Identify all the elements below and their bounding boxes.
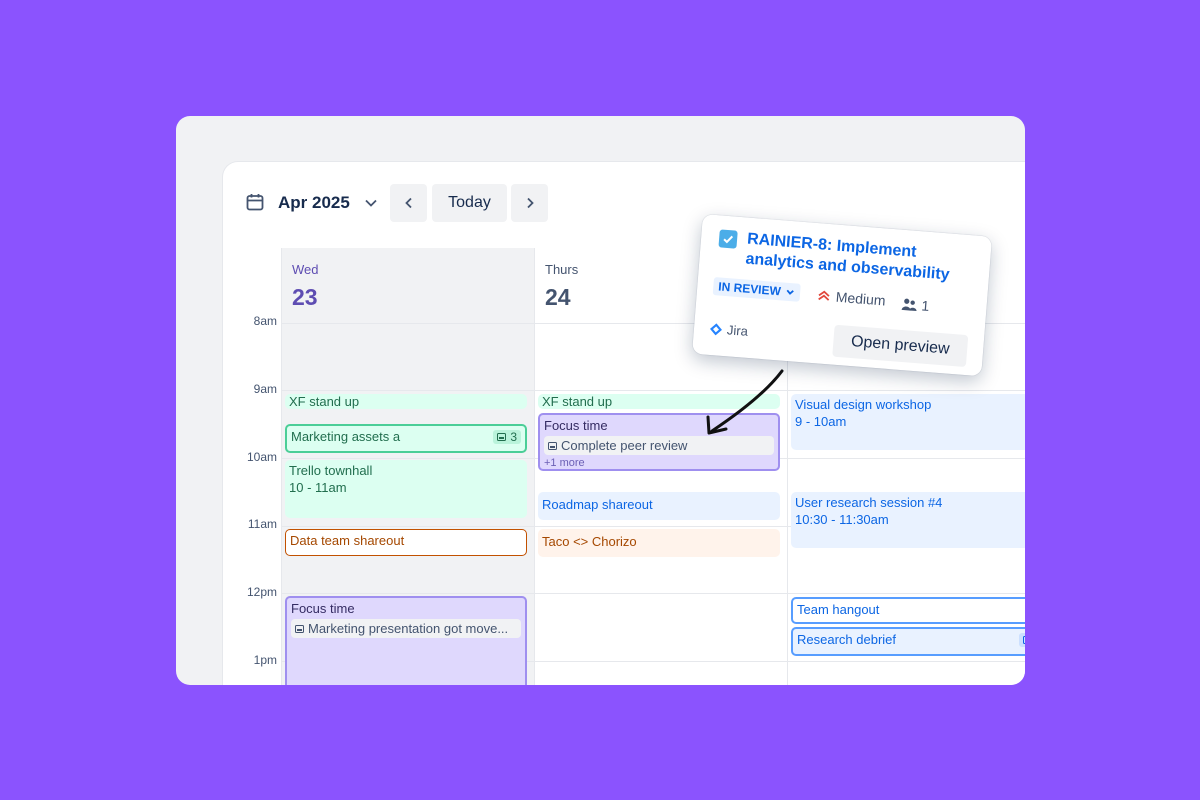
subtask-item[interactable]: Marketing presentation got move... (291, 619, 521, 638)
open-preview-button[interactable]: Open preview (832, 324, 969, 368)
event-team-hangout[interactable]: Team hangout (791, 597, 1025, 624)
day-column-fri (787, 248, 1025, 685)
time-label: 1pm (253, 653, 277, 667)
status-label: IN REVIEW (717, 279, 782, 299)
status-dropdown[interactable]: IN REVIEW (712, 277, 801, 302)
hour-line (281, 593, 1025, 594)
event-title: XF stand up (289, 394, 360, 409)
day-number: 23 (292, 284, 318, 310)
today-button[interactable]: Today (432, 184, 507, 222)
source-label: Jira (709, 321, 748, 339)
hour-line (281, 661, 1025, 662)
day-number: 24 (545, 284, 571, 310)
event-title: Taco <> Chorizo (542, 534, 637, 549)
event-title: Visual design workshop (795, 397, 932, 412)
time-label: 9am (253, 382, 277, 396)
time-label: 12pm (246, 585, 277, 599)
priority-indicator: Medium (816, 287, 887, 309)
priority-label: Medium (835, 288, 887, 309)
event-time: 10 - 11am (289, 480, 347, 495)
badge-count: 3 (510, 430, 517, 444)
event-focus-time-wed[interactable]: Focus time Marketing presentation got mo… (285, 596, 527, 685)
time-label: 10am (246, 450, 277, 464)
event-title: Research debrief (797, 632, 896, 647)
event-marketing-assets[interactable]: Marketing assets a 3 (285, 424, 527, 453)
subtask-title: Marketing presentation got move... (308, 621, 509, 636)
time-label: 11am (247, 517, 277, 531)
subtask-count-badge: 3 (1019, 633, 1025, 647)
subtask-count-badge: 3 (493, 430, 521, 444)
event-title: User research session #4 (795, 495, 943, 510)
event-title: Team hangout (797, 602, 880, 617)
event-data-team-shareout[interactable]: Data team shareout (285, 529, 527, 556)
chevron-left-icon (404, 197, 412, 209)
event-title: Marketing assets a (291, 429, 401, 444)
checkbox-icon (718, 229, 738, 249)
event-title: Trello townhall (289, 463, 373, 478)
day-name: Wed (292, 262, 319, 277)
assignee-count: 1 (901, 296, 930, 314)
issue-preview-card[interactable]: RAINIER-8: Implement analytics and obser… (692, 214, 993, 377)
month-label[interactable]: Apr 2025 (278, 193, 350, 212)
source-name: Jira (726, 322, 749, 339)
more-link[interactable]: +1 more (544, 457, 585, 469)
event-research-debrief[interactable]: Research debrief 3 (791, 627, 1025, 656)
hour-line (281, 390, 1025, 391)
day-name: Thurs (545, 262, 579, 277)
hour-line (281, 526, 1025, 527)
event-title: Roadmap shareout (542, 497, 653, 512)
event-trello-townhall[interactable]: Trello townhall 10 - 11am (285, 460, 527, 518)
issue-title[interactable]: RAINIER-8: Implement analytics and obser… (744, 230, 951, 284)
annotation-arrow-icon (706, 369, 784, 435)
subtask-title: Complete peer review (561, 438, 688, 453)
event-title: Data team shareout (290, 533, 405, 548)
card-icon (1023, 636, 1025, 644)
jira-icon (710, 322, 723, 335)
chevron-right-icon (526, 197, 534, 209)
event-roadmap-shareout[interactable]: Roadmap shareout (538, 492, 780, 520)
event-title: Focus time (291, 601, 355, 616)
event-xf-standup-thu[interactable]: XF stand up (538, 394, 780, 409)
day-column-thu: Thurs 24 (534, 248, 788, 685)
card-icon (497, 433, 507, 441)
people-icon (901, 298, 917, 312)
chevron-down-icon (786, 289, 794, 295)
calendar-frame: Apr 2025 Today Wed 23 Thurs 24 (176, 116, 1025, 685)
event-focus-time-thu[interactable]: Focus time Complete peer review +1 more (538, 413, 780, 471)
event-title: XF stand up (542, 394, 613, 409)
card-icon (548, 442, 557, 450)
event-title: Focus time (544, 418, 608, 433)
previous-button[interactable] (390, 184, 427, 222)
event-user-research[interactable]: User research session #4 10:30 - 11:30am (791, 492, 1025, 548)
subtask-item[interactable]: Complete peer review (544, 436, 774, 455)
event-time: 10:30 - 11:30am (795, 512, 889, 527)
event-xf-standup[interactable]: XF stand up (285, 394, 527, 409)
priority-medium-icon (818, 290, 830, 301)
hour-line (281, 323, 1025, 324)
card-icon (295, 625, 304, 633)
calendar-icon (246, 194, 264, 211)
event-time: 9 - 10am (795, 414, 847, 429)
event-taco-chorizo[interactable]: Taco <> Chorizo (538, 529, 780, 557)
time-gutter: 8am 9am 10am 11am 12pm 1pm (223, 162, 281, 685)
event-visual-design-workshop[interactable]: Visual design workshop 9 - 10am (791, 394, 1025, 450)
chevron-down-icon[interactable] (363, 195, 379, 211)
time-label: 8am (253, 314, 277, 328)
next-button[interactable] (511, 184, 548, 222)
people-count: 1 (920, 297, 930, 315)
